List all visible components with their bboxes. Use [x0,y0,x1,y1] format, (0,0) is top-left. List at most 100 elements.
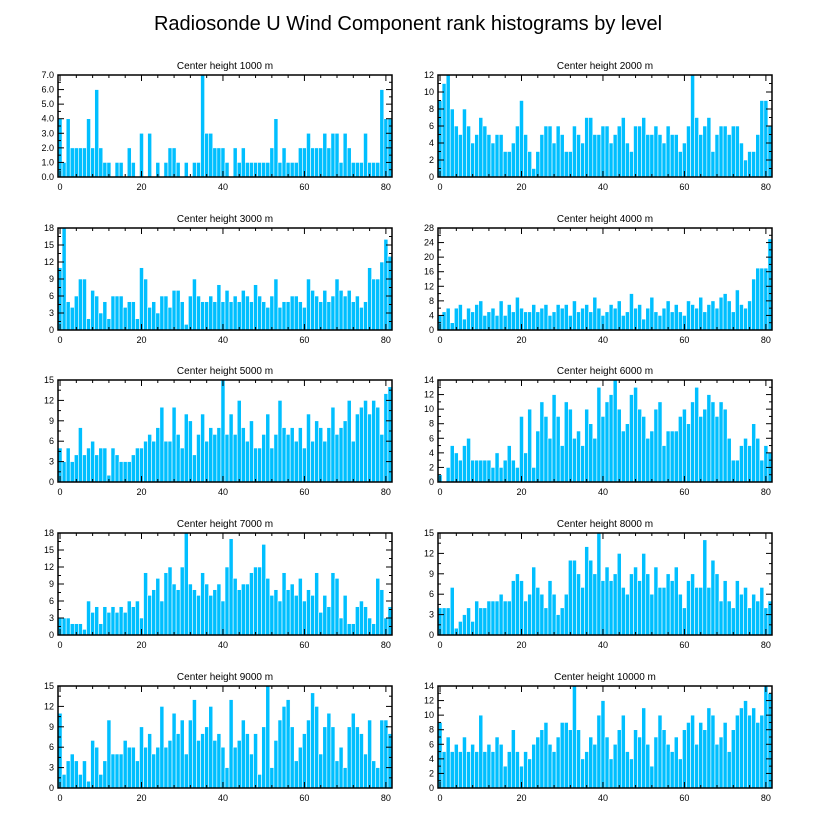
histogram-bar [612,743,618,789]
histogram-bar [200,301,205,331]
y-tick-label: 4.0 [41,114,54,124]
histogram-bar [478,459,484,483]
histogram-bar [192,699,197,789]
y-tick-label: 24 [424,238,434,248]
histogram-bar [261,162,267,178]
histogram-bar [678,151,683,178]
x-tick-label: 20 [136,335,146,345]
histogram-bar [61,617,67,636]
histogram-bar [673,430,679,483]
histogram-bar [739,445,744,483]
histogram-bar [371,162,377,178]
histogram-bar [653,566,659,636]
histogram-bar [135,760,140,789]
histogram-bar [273,118,279,178]
histogram-bar [665,573,671,636]
histogram-bar [102,301,108,331]
y-tick-label: 4 [429,138,434,148]
histogram-bar [726,300,732,331]
histogram-bar [604,401,610,483]
panel-title: Center height 5000 m [177,366,273,377]
y-tick-label: 8 [429,104,434,114]
histogram-bar [220,379,226,483]
histogram-bar [212,589,218,636]
histogram-panel: Center height 9000 m 0 20 40 60 80 0 3 6 9 12 15 [44,672,393,803]
histogram-panel: Center height 5000 m 0 20 40 60 80 0 3 6 9 12 15 [44,366,393,497]
histogram-bar [698,296,704,331]
histogram-bar [580,307,585,331]
histogram-bar [511,729,516,789]
histogram-bar [82,278,87,331]
histogram-bar [122,740,128,789]
panel-title: Center height 4000 m [557,214,653,225]
histogram-bar [188,420,193,483]
histogram-bar [159,706,165,789]
histogram-bar [490,307,496,331]
x-tick-label: 80 [381,640,391,650]
histogram-bar [245,162,250,178]
histogram-bar [249,572,254,636]
histogram-bar [686,300,691,331]
x-tick-label: 0 [438,182,443,192]
histogram-bar [555,614,561,636]
x-tick-label: 20 [516,640,526,650]
histogram-bar [523,452,528,483]
histogram-bar [539,134,545,178]
histogram-bar [298,578,303,636]
x-tick-label: 40 [218,335,228,345]
histogram-bar [739,593,744,636]
histogram-bar [498,467,504,483]
histogram-bar [604,736,610,789]
histogram-bar [110,753,116,789]
y-tick-label: 0 [429,477,434,487]
histogram-bar [547,315,553,331]
histogram-bar [759,714,765,789]
histogram-bar [269,447,275,483]
histogram-bar [523,600,528,636]
histogram-bar [151,589,157,636]
histogram-bar [511,142,516,178]
histogram-bar [718,125,724,178]
histogram-bar [608,142,614,178]
histogram-bar [568,559,573,636]
histogram-bar [702,539,708,636]
histogram-bar [342,295,348,331]
histogram-bar [212,147,218,178]
histogram-bar [330,726,336,789]
histogram-bar [277,307,283,331]
histogram-bar [673,566,679,636]
histogram-bar [188,719,193,789]
histogram-bar [482,315,488,331]
histogram-bar [69,623,75,636]
y-tick-label: 15 [424,528,434,538]
histogram-bar [375,767,381,789]
histogram-bar [494,600,500,636]
histogram-bar [253,733,258,789]
x-tick-label: 80 [381,182,391,192]
histogram-bar [572,125,577,178]
histogram-bar [498,593,504,636]
histogram-bar [706,707,712,789]
histogram-bar [490,142,496,178]
histogram-bar [653,736,659,789]
histogram-bar [714,416,720,483]
y-tick-label: 6 [429,589,434,599]
histogram-bar [102,606,108,636]
y-tick-label: 0 [49,477,54,487]
histogram-bar [486,600,492,636]
histogram-bar [257,774,262,789]
histogram-bar [616,553,622,636]
histogram-bar [466,307,471,331]
histogram-bar [722,293,728,331]
histogram-bar [568,408,573,483]
histogram-bar [65,301,71,331]
histogram-bar [310,290,315,331]
histogram-bar [612,134,618,178]
y-tick-label: 6 [429,739,434,749]
histogram-bar [608,394,614,483]
y-tick-label: 12 [424,390,434,400]
histogram-bar [204,583,210,636]
histogram-bar [228,301,234,331]
histogram-bar [86,118,91,178]
histogram-bar [289,427,295,483]
